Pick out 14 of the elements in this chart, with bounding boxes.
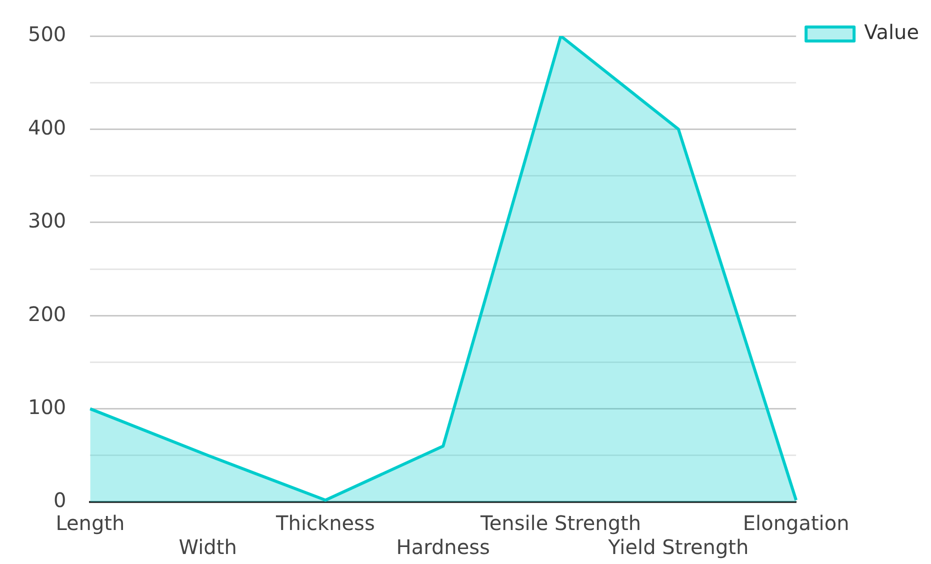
y-tick-label: 0	[53, 488, 66, 512]
y-tick-label: 500	[28, 22, 66, 46]
y-tick-label: 100	[28, 395, 66, 420]
y-tick-label: 400	[28, 115, 66, 140]
x-tick-label: Width	[178, 535, 237, 560]
y-tick-label: 300	[28, 208, 66, 233]
x-tick-label: Yield Strength	[607, 535, 749, 560]
x-tick-label: Elongation	[742, 511, 850, 536]
x-tick-label: Tensile Strength	[480, 511, 642, 536]
x-tick-label: Thickness	[275, 511, 375, 536]
legend-label: Value	[864, 20, 919, 44]
x-tick-label: Hardness	[396, 535, 490, 560]
x-tick-label: Length	[56, 511, 125, 536]
y-tick-label: 200	[28, 302, 66, 326]
